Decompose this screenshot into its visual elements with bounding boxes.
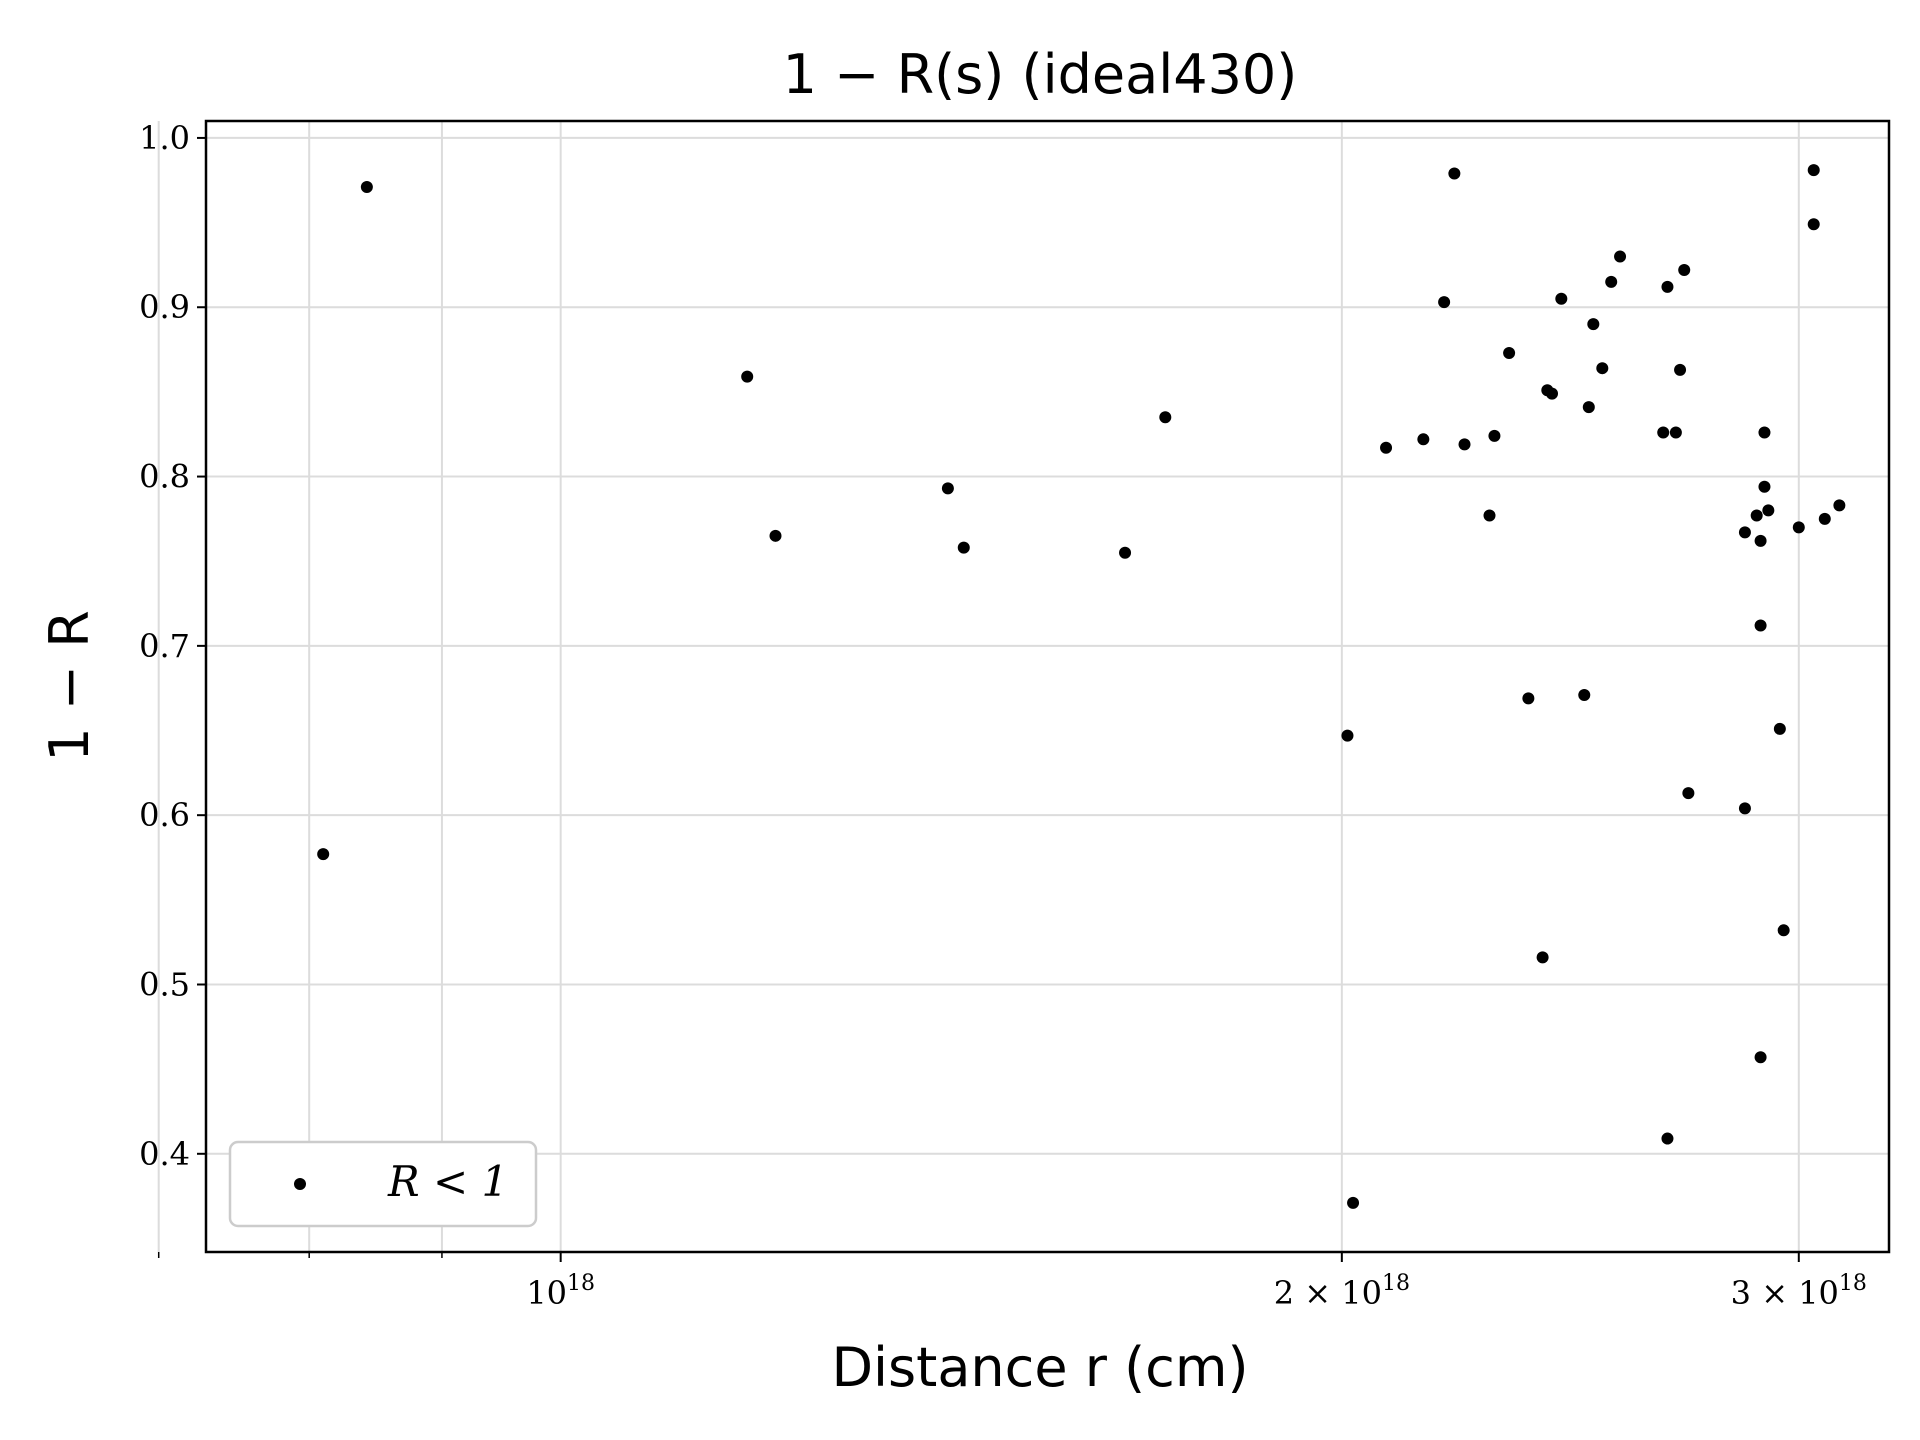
data-point bbox=[1578, 688, 1591, 701]
data-point bbox=[1536, 951, 1549, 964]
data-point bbox=[1762, 504, 1775, 517]
data-point bbox=[1833, 499, 1846, 512]
data-point bbox=[1448, 167, 1461, 180]
data-point bbox=[1738, 802, 1751, 815]
data-point bbox=[1807, 218, 1820, 231]
data-point bbox=[1678, 263, 1691, 276]
data-point bbox=[769, 529, 782, 542]
data-point bbox=[1777, 924, 1790, 937]
data-point bbox=[1661, 1132, 1674, 1145]
data-point bbox=[1682, 787, 1695, 800]
scatter-points bbox=[317, 164, 1846, 1209]
data-point bbox=[1773, 722, 1786, 735]
data-point bbox=[941, 482, 954, 495]
chart-title: 1 − R(s) (ideal430) bbox=[783, 43, 1298, 106]
x-axis-label: Distance r (cm) bbox=[831, 1336, 1248, 1399]
axis-ticks bbox=[157, 136, 1800, 1262]
data-point bbox=[360, 181, 373, 194]
data-point bbox=[1503, 346, 1516, 359]
data-point bbox=[1754, 1051, 1767, 1064]
data-point bbox=[1341, 729, 1354, 742]
data-point bbox=[1750, 509, 1763, 522]
data-point bbox=[1347, 1196, 1360, 1209]
data-point bbox=[741, 370, 754, 383]
data-point bbox=[1605, 275, 1618, 288]
data-point bbox=[1754, 534, 1767, 547]
data-point bbox=[1438, 296, 1451, 309]
data-point bbox=[1488, 429, 1501, 442]
data-point bbox=[1458, 438, 1471, 451]
data-point bbox=[1807, 164, 1820, 177]
data-point bbox=[1674, 363, 1687, 376]
data-point bbox=[1754, 619, 1767, 632]
data-point bbox=[1417, 433, 1430, 446]
data-point bbox=[1657, 426, 1670, 439]
data-point bbox=[1792, 521, 1805, 534]
data-point bbox=[1738, 526, 1751, 539]
x-tick-label: 1018 bbox=[526, 1271, 595, 1312]
x-tick-label: 2 × 1018 bbox=[1274, 1271, 1410, 1312]
tick-labels: 0.4 0.5 0.6 0.7 0.8 0.9 1.0 1018 2 × 1018 3 × 101… bbox=[139, 119, 1867, 1312]
data-point bbox=[1596, 362, 1609, 375]
data-point bbox=[1758, 426, 1771, 439]
data-point bbox=[1119, 546, 1132, 559]
data-point bbox=[1758, 480, 1771, 493]
data-point bbox=[1661, 280, 1674, 293]
data-point bbox=[1522, 692, 1535, 705]
data-point bbox=[1545, 387, 1558, 400]
legend-marker bbox=[294, 1178, 306, 1190]
data-point bbox=[1380, 441, 1393, 454]
data-point bbox=[1614, 250, 1627, 263]
y-tick-label: 1.0 bbox=[139, 119, 190, 157]
data-point bbox=[1587, 318, 1600, 331]
y-tick-label: 0.8 bbox=[139, 458, 190, 496]
data-point bbox=[1555, 292, 1568, 305]
y-tick-label: 0.7 bbox=[139, 627, 190, 665]
data-point bbox=[1582, 401, 1595, 414]
y-tick-label: 0.5 bbox=[139, 965, 190, 1003]
data-point bbox=[1159, 411, 1172, 424]
grid bbox=[157, 121, 1889, 1252]
legend-label: R < 1 bbox=[387, 1157, 508, 1206]
data-point bbox=[1818, 512, 1831, 525]
y-tick-label: 0.9 bbox=[139, 288, 190, 326]
data-point bbox=[957, 541, 970, 554]
legend-box bbox=[228, 1140, 538, 1228]
data-point bbox=[1669, 426, 1682, 439]
legend: R < 1 bbox=[228, 1140, 538, 1228]
data-point bbox=[317, 848, 330, 861]
x-tick-label: 3 × 1018 bbox=[1731, 1271, 1867, 1312]
plot-frame bbox=[204, 119, 1891, 1254]
y-tick-label: 0.4 bbox=[139, 1135, 190, 1173]
y-tick-label: 0.6 bbox=[139, 796, 190, 834]
y-axis-label: 1 − R bbox=[38, 610, 101, 761]
data-point bbox=[1483, 509, 1496, 522]
